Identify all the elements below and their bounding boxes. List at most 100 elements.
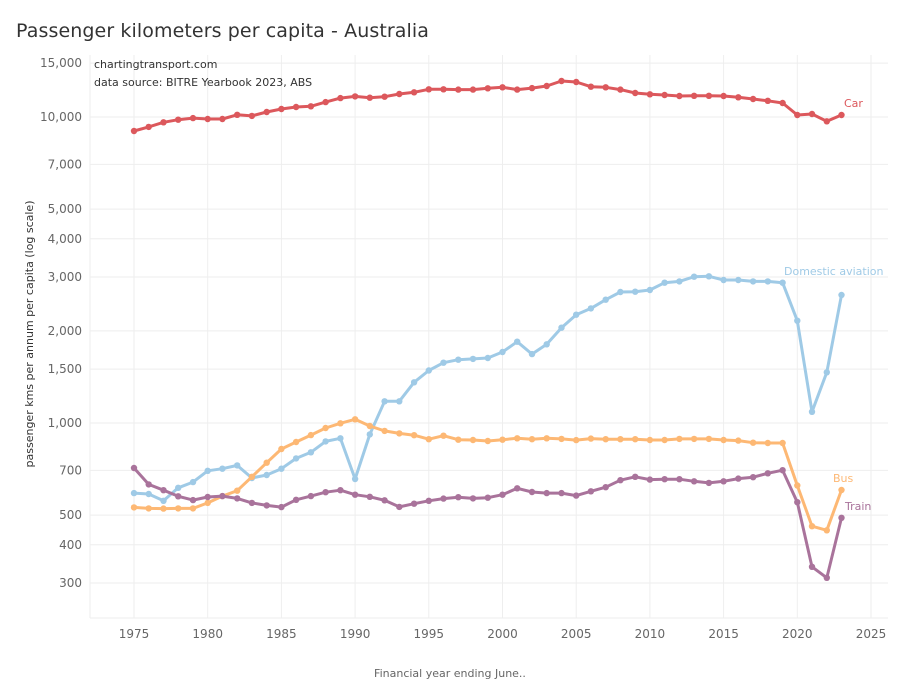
data-point: [175, 493, 182, 500]
data-point: [617, 86, 624, 93]
data-point: [528, 350, 536, 358]
data-point: [366, 422, 373, 430]
chart-title: Passenger kilometers per capita - Austra…: [16, 20, 430, 42]
data-point: [396, 90, 403, 98]
data-point: [646, 91, 654, 98]
data-point: [617, 477, 624, 484]
data-point: [808, 110, 816, 118]
data-point: [528, 488, 536, 496]
y-tick-label: 3,000: [48, 270, 82, 284]
data-point: [396, 430, 403, 437]
data-point: [292, 103, 300, 111]
data-point: [705, 435, 713, 443]
y-tick-label: 7,000: [48, 157, 82, 171]
data-point: [632, 473, 639, 480]
data-point: [514, 338, 521, 345]
y-axis: 15,000 10,000 7,000 5,000 4,000 3,000 2,000 1,5…: [40, 56, 82, 590]
data-point: [189, 505, 197, 512]
series-domestic-aviation: Domestic aviation: [130, 265, 883, 504]
data-point: [263, 502, 270, 509]
data-point: [587, 305, 595, 312]
data-point: [808, 563, 816, 570]
y-tick-label: 15,000: [40, 56, 82, 70]
data-point: [322, 424, 329, 432]
data-point: [278, 105, 285, 113]
data-point: [543, 341, 550, 348]
data-point: [661, 279, 668, 286]
data-point: [440, 495, 447, 502]
data-point: [455, 356, 462, 363]
x-tick-label: 2020: [782, 627, 813, 641]
data-point: [263, 108, 270, 116]
data-point: [735, 437, 742, 444]
data-point: [808, 523, 816, 530]
y-tick-label: 700: [59, 463, 82, 477]
data-point: [764, 470, 771, 477]
data-point: [278, 503, 285, 511]
data-point: [602, 436, 609, 443]
data-point: [587, 488, 595, 495]
data-point: [425, 436, 432, 443]
data-point: [351, 475, 359, 483]
data-point: [337, 487, 344, 494]
x-tick-label: 1990: [340, 627, 371, 641]
data-point: [808, 408, 816, 415]
data-point: [543, 489, 550, 497]
data-point: [381, 398, 388, 405]
data-point: [455, 86, 462, 93]
data-point: [381, 497, 388, 504]
data-point: [646, 436, 654, 444]
data-point: [160, 487, 167, 494]
data-point: [823, 527, 830, 534]
data-point: [484, 437, 491, 445]
data-point: [646, 286, 654, 294]
data-point: [469, 86, 477, 93]
data-point: [160, 505, 167, 512]
data-point: [145, 490, 152, 498]
data-point: [366, 431, 373, 438]
data-point: [396, 398, 403, 405]
data-point: [381, 93, 388, 100]
x-axis-title: Financial year ending June..: [374, 667, 526, 680]
annotation-site: chartingtransport.com: [94, 58, 217, 71]
data-point: [351, 491, 359, 498]
data-point: [351, 93, 359, 100]
data-point: [602, 84, 609, 91]
data-point: [440, 432, 447, 439]
data-point: [587, 435, 595, 442]
x-tick-label: 2025: [856, 627, 887, 641]
data-point: [543, 82, 550, 90]
annotation-source: data source: BITRE Yearbook 2023, ABS: [94, 76, 312, 89]
data-point: [160, 119, 167, 126]
series-label: Car: [844, 97, 863, 110]
data-point: [307, 103, 315, 110]
x-tick-label: 1975: [119, 627, 150, 641]
data-point: [234, 462, 241, 469]
series-label: Train: [844, 500, 871, 513]
data-point: [528, 84, 536, 92]
data-point: [130, 464, 138, 472]
data-point: [735, 94, 742, 101]
y-tick-label: 5,000: [48, 202, 82, 216]
data-point: [514, 435, 521, 442]
data-point: [690, 478, 698, 485]
data-point: [735, 276, 742, 284]
data-point: [484, 85, 491, 92]
data-point: [779, 467, 786, 474]
data-point: [617, 288, 624, 296]
data-point: [248, 499, 256, 507]
data-point: [499, 491, 506, 498]
data-point: [219, 492, 226, 500]
x-tick-label: 1985: [266, 627, 297, 641]
data-point: [410, 432, 418, 439]
data-point: [632, 89, 639, 97]
data-point: [690, 435, 698, 443]
data-point: [573, 311, 580, 318]
data-point: [322, 438, 329, 445]
data-point: [573, 78, 580, 86]
data-point: [425, 367, 432, 374]
data-point: [602, 484, 609, 491]
data-point: [823, 369, 830, 376]
data-point: [838, 111, 845, 119]
data-point: [351, 416, 359, 423]
